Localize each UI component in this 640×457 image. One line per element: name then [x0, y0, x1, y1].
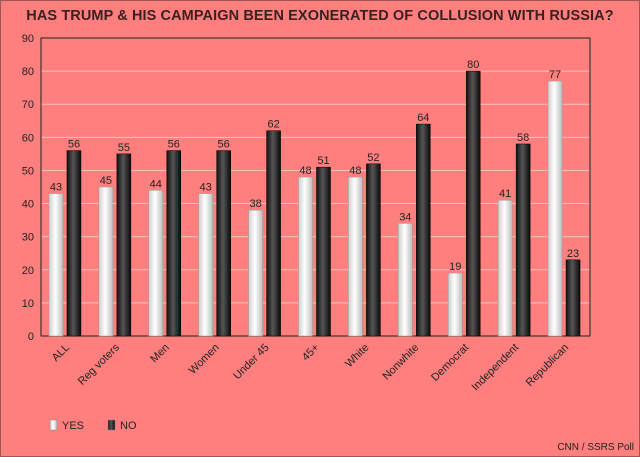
data-label: 44 — [150, 178, 162, 190]
data-label: 64 — [417, 112, 429, 124]
chart-title: HAS TRUMP & HIS CAMPAIGN BEEN EXONERATED… — [26, 8, 614, 24]
y-tick-label: 50 — [22, 165, 34, 177]
bar-yes — [148, 190, 164, 337]
data-label: 80 — [467, 59, 479, 71]
data-label: 41 — [499, 188, 511, 200]
x-tick-label: Women — [187, 342, 222, 377]
data-label: 48 — [299, 165, 311, 177]
y-tick-label: 20 — [22, 265, 34, 277]
data-label: 43 — [200, 182, 212, 194]
bar-no — [266, 130, 281, 337]
bar-no — [166, 150, 182, 337]
x-tick-label: Nonwhite — [381, 342, 422, 383]
legend-label-no: NO — [120, 420, 137, 432]
bar-yes — [497, 199, 513, 337]
data-label: 43 — [50, 182, 62, 194]
x-tick-label: ALL — [50, 342, 72, 364]
y-tick-label: 10 — [22, 298, 34, 310]
bar-no — [515, 143, 531, 337]
x-tick-label: Men — [148, 342, 172, 366]
legend-swatch-no — [107, 419, 116, 431]
y-tick-label: 30 — [22, 232, 34, 244]
bar-yes — [298, 176, 313, 337]
bar-no — [216, 150, 231, 337]
bar-no — [366, 163, 381, 337]
bar-yes — [198, 193, 213, 337]
data-label: 52 — [367, 152, 379, 164]
data-label: 56 — [168, 139, 180, 151]
y-tick-label: 40 — [22, 199, 34, 211]
y-tick-label: 60 — [22, 132, 34, 144]
x-tick-label: 45+ — [300, 342, 322, 364]
x-tick-label: Democrat — [429, 342, 471, 384]
x-tick-label: Republican — [524, 342, 571, 389]
data-label: 55 — [118, 142, 130, 154]
bar-no — [416, 123, 431, 337]
x-tick-label: Reg voters — [76, 341, 122, 387]
bar-no — [116, 153, 132, 337]
y-tick-label: 0 — [28, 331, 34, 343]
data-label: 19 — [449, 261, 461, 273]
bar-yes — [48, 193, 64, 337]
data-label: 56 — [68, 139, 80, 151]
data-label: 23 — [567, 248, 579, 260]
bar-yes — [98, 186, 114, 337]
bar-yes — [547, 80, 563, 337]
plot-area — [40, 37, 591, 337]
y-tick-label: 70 — [22, 99, 34, 111]
x-tick-label: White — [343, 342, 371, 370]
source-label: CNN / SSRS Poll — [557, 442, 634, 453]
data-label: 56 — [218, 139, 230, 151]
data-label: 77 — [549, 69, 561, 81]
bar-yes — [248, 209, 263, 337]
x-tick-label: Under 45 — [231, 342, 271, 382]
y-tick-label: 80 — [22, 66, 34, 78]
bar-no — [66, 150, 82, 337]
data-label: 48 — [349, 165, 361, 177]
bar-no — [465, 70, 481, 337]
bar-yes — [447, 272, 463, 337]
data-label: 62 — [267, 119, 279, 131]
data-label: 58 — [517, 132, 529, 144]
bar-no — [316, 166, 331, 337]
data-label: 45 — [100, 175, 112, 187]
bar-yes — [398, 223, 413, 337]
data-label: 34 — [399, 211, 411, 223]
bar-no — [565, 259, 581, 337]
data-label: 38 — [249, 198, 261, 210]
legend-swatch-yes — [49, 419, 58, 431]
x-tick-label: Independent — [470, 342, 522, 394]
data-label: 51 — [317, 155, 329, 167]
legend-label-yes: YES — [62, 420, 84, 432]
y-tick-label: 90 — [22, 33, 34, 45]
bar-yes — [348, 176, 363, 337]
